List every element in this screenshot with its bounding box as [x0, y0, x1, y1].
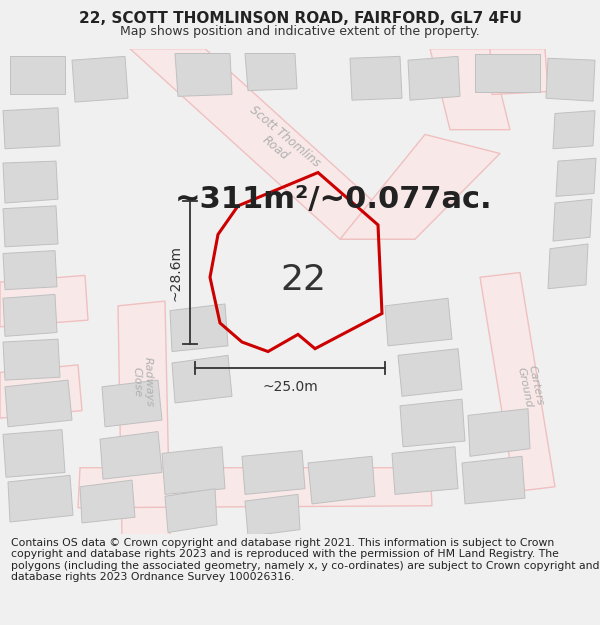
Polygon shape — [546, 58, 595, 101]
Polygon shape — [408, 56, 460, 100]
Polygon shape — [5, 380, 72, 427]
Polygon shape — [480, 272, 555, 491]
Polygon shape — [3, 107, 60, 149]
Text: Map shows position and indicative extent of the property.: Map shows position and indicative extent… — [120, 25, 480, 38]
Polygon shape — [78, 468, 432, 508]
Polygon shape — [162, 447, 225, 494]
Polygon shape — [10, 56, 65, 94]
Polygon shape — [462, 456, 525, 504]
Text: ~311m²/~0.077ac.: ~311m²/~0.077ac. — [175, 185, 493, 214]
Polygon shape — [102, 380, 162, 427]
Polygon shape — [3, 161, 58, 203]
Polygon shape — [175, 54, 232, 96]
Polygon shape — [553, 199, 592, 241]
Text: Radways
Close: Radways Close — [131, 357, 155, 408]
Polygon shape — [398, 349, 462, 396]
Polygon shape — [430, 49, 510, 129]
Polygon shape — [385, 298, 452, 346]
Polygon shape — [165, 489, 217, 532]
Polygon shape — [100, 431, 162, 479]
Polygon shape — [0, 276, 88, 327]
Polygon shape — [8, 476, 73, 522]
Polygon shape — [468, 409, 530, 456]
Polygon shape — [548, 244, 588, 289]
Text: 22, SCOTT THOMLINSON ROAD, FAIRFORD, GL7 4FU: 22, SCOTT THOMLINSON ROAD, FAIRFORD, GL7… — [79, 11, 521, 26]
Polygon shape — [553, 111, 595, 149]
Text: Carters
Ground: Carters Ground — [515, 364, 545, 409]
Text: ~25.0m: ~25.0m — [262, 380, 318, 394]
Polygon shape — [72, 56, 128, 102]
Polygon shape — [3, 206, 58, 247]
Polygon shape — [0, 365, 82, 418]
Polygon shape — [340, 134, 500, 239]
Polygon shape — [556, 158, 596, 196]
Polygon shape — [3, 294, 57, 336]
Polygon shape — [350, 56, 402, 100]
Polygon shape — [130, 49, 415, 239]
Polygon shape — [242, 451, 305, 494]
Polygon shape — [392, 447, 458, 494]
Polygon shape — [3, 429, 65, 478]
Text: Contains OS data © Crown copyright and database right 2021. This information is : Contains OS data © Crown copyright and d… — [11, 538, 599, 582]
Text: 22: 22 — [280, 263, 326, 297]
Text: ~28.6m: ~28.6m — [169, 244, 183, 301]
Polygon shape — [245, 54, 297, 91]
Polygon shape — [3, 339, 60, 380]
Polygon shape — [245, 494, 300, 536]
Polygon shape — [308, 456, 375, 504]
Polygon shape — [490, 49, 548, 94]
Polygon shape — [170, 304, 228, 351]
Polygon shape — [475, 54, 540, 92]
Polygon shape — [3, 251, 57, 289]
Polygon shape — [80, 480, 135, 523]
Polygon shape — [118, 301, 170, 539]
Text: Scott Thomlins
Road: Scott Thomlins Road — [238, 103, 323, 181]
Polygon shape — [400, 399, 465, 447]
Polygon shape — [172, 356, 232, 403]
